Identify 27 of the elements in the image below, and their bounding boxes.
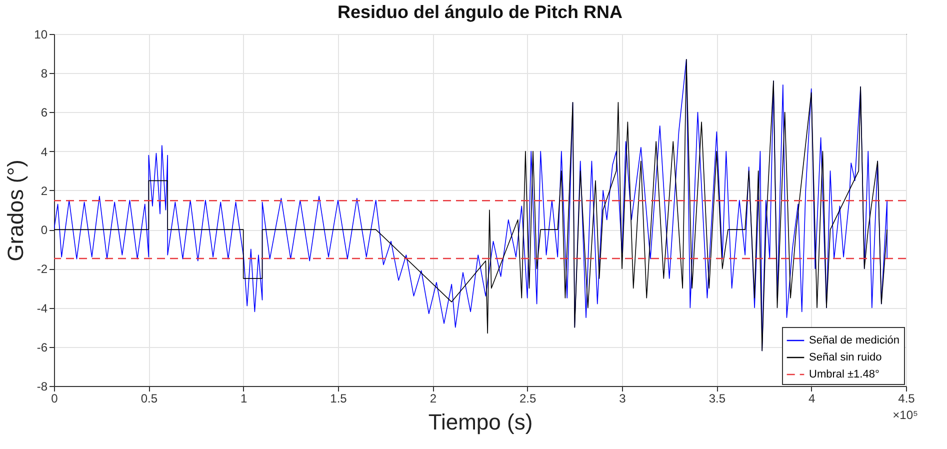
- y-tick-label: -8: [36, 380, 48, 394]
- x-tick-label: 1.5: [330, 392, 348, 406]
- y-tick-label: -4: [36, 301, 48, 316]
- chart-title: Residuo del ángulo de Pitch RNA: [337, 2, 623, 22]
- y-axis-title: Grados (°): [3, 160, 28, 262]
- y-tick-label: -2: [36, 262, 48, 276]
- x-tick-label: 3: [619, 392, 626, 406]
- x-tick-label: 0: [51, 392, 58, 406]
- y-tick-label: 6: [40, 106, 48, 120]
- y-tick-label: 0: [40, 223, 48, 238]
- y-tick-label: -6: [36, 340, 48, 354]
- x-axis-title: Tiempo (s): [428, 410, 533, 434]
- x-tick-label: 1: [240, 392, 248, 406]
- x-tick-label: 0.5: [140, 392, 158, 406]
- legend-label: Umbral ±1.48°: [809, 368, 880, 380]
- legend-label: Señal sin ruido: [809, 352, 882, 364]
- y-tick-label: 8: [40, 66, 48, 81]
- x-tick-label: 2.5: [519, 392, 536, 406]
- legend-label: Señal de medición: [809, 334, 900, 346]
- y-tick-label: 4: [40, 144, 48, 159]
- x-tick-label: 4: [808, 392, 816, 406]
- x-tick-label: 3.5: [708, 392, 726, 406]
- y-tick-label: 10: [34, 28, 48, 42]
- y-tick-label: 2: [40, 184, 48, 198]
- x-tick-label: 4.5: [898, 392, 916, 406]
- x-tick-label: 2: [430, 392, 437, 406]
- text: ×10⁵: [892, 408, 918, 422]
